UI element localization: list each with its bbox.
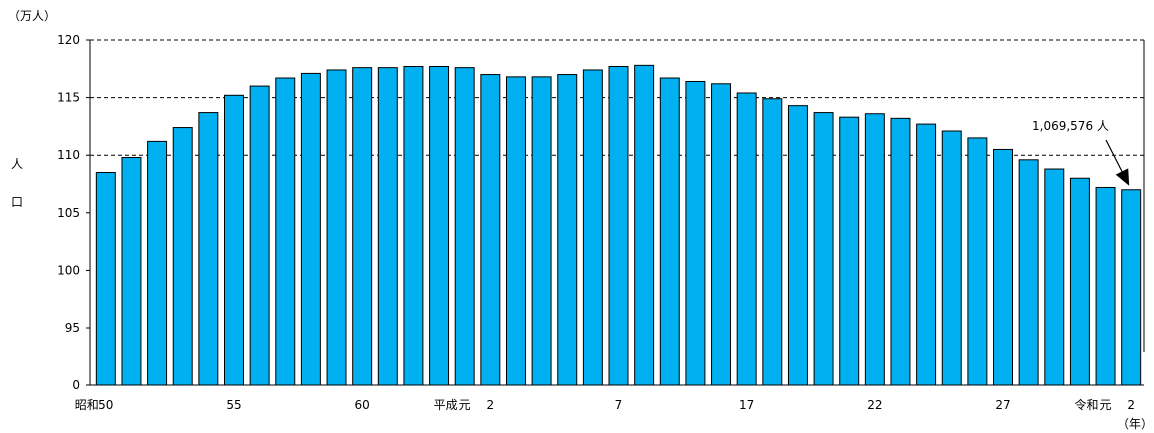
bar-23 xyxy=(685,80,706,386)
bar-34 xyxy=(967,137,988,386)
bar-37 xyxy=(1044,168,1065,386)
bar-14 xyxy=(454,67,475,386)
annotation-arrow-head xyxy=(1115,168,1130,186)
x-unit-label: （年） xyxy=(1117,417,1153,431)
bar-26 xyxy=(762,98,783,386)
bar-9 xyxy=(326,69,347,386)
x-tick-14: 元 xyxy=(459,398,471,412)
x-tick-10: 60 xyxy=(355,398,370,412)
bars xyxy=(95,64,1142,386)
y-tick-labels: 0 95 100 105 110 115 120 xyxy=(57,33,90,392)
x-era-label-14: 平成 xyxy=(434,398,458,412)
bar-33 xyxy=(941,130,962,386)
bar-10 xyxy=(352,67,373,386)
bar-7 xyxy=(275,77,296,386)
bar-3 xyxy=(172,127,193,386)
x-tick-39: 元 xyxy=(1100,398,1112,412)
bar-8 xyxy=(300,72,321,386)
bar-15 xyxy=(480,74,501,386)
bar-13 xyxy=(429,65,450,386)
x-tick-35: 27 xyxy=(995,398,1010,412)
x-era-label-39: 令和 xyxy=(1075,397,1099,412)
bar-0 xyxy=(95,171,116,386)
bar-2 xyxy=(147,140,168,386)
y-axis-label-char-2: 口 xyxy=(11,195,23,209)
bar-17 xyxy=(531,76,552,386)
x-tick-0: 50 xyxy=(98,398,113,412)
y-unit-label: （万人） xyxy=(8,9,56,23)
x-tick-30: 22 xyxy=(867,398,882,412)
x-tick-15: 2 xyxy=(487,398,495,412)
bar-31 xyxy=(890,117,911,386)
x-tick-5: 55 xyxy=(226,398,241,412)
bar-30 xyxy=(864,113,885,386)
bar-38 xyxy=(1069,177,1090,386)
x-tick-40: 2 xyxy=(1127,398,1135,412)
bar-36 xyxy=(1018,159,1039,386)
x-era-label-0: 昭和 xyxy=(75,398,99,412)
y-tick-105: 105 xyxy=(57,206,80,220)
x-tick-labels: 昭和 50 55 60 平成元 2 7 17 22 27 令和元 2 xyxy=(75,397,1135,412)
y-tick-115: 115 xyxy=(57,91,80,105)
annotation-label: 1,069,576 人 xyxy=(1032,119,1109,133)
bar-32 xyxy=(916,123,937,386)
x-tick-20: 7 xyxy=(615,398,623,412)
bar-22 xyxy=(659,77,680,386)
bar-5 xyxy=(224,94,244,386)
y-axis-label-char-1: 人 xyxy=(11,157,23,171)
bar-21 xyxy=(634,64,655,386)
bar-29 xyxy=(839,116,860,386)
bar-28 xyxy=(813,112,834,386)
bar-27 xyxy=(787,105,808,386)
bar-24 xyxy=(711,83,732,386)
bar-25 xyxy=(736,92,757,386)
bar-4 xyxy=(198,112,219,386)
y-tick-100: 100 xyxy=(57,263,80,277)
bar-19 xyxy=(582,69,603,386)
y-tick-0: 0 xyxy=(72,378,80,392)
annotation-arrow-line xyxy=(1105,139,1125,177)
bar-11 xyxy=(377,67,398,386)
y-tick-110: 110 xyxy=(57,148,80,162)
bar-20 xyxy=(608,65,629,386)
bar-1 xyxy=(121,157,142,386)
y-tick-95: 95 xyxy=(65,321,80,335)
bar-35 xyxy=(993,148,1013,386)
bar-40 xyxy=(1121,189,1142,386)
y-tick-120: 120 xyxy=(57,33,80,47)
bar-6 xyxy=(249,85,270,386)
bar-12 xyxy=(403,65,424,386)
bar-18 xyxy=(557,74,578,386)
bar-39 xyxy=(1095,186,1116,386)
x-tick-25: 17 xyxy=(739,398,754,412)
annotation: 1,069,576 人 xyxy=(1032,119,1130,186)
bar-16 xyxy=(505,76,526,386)
